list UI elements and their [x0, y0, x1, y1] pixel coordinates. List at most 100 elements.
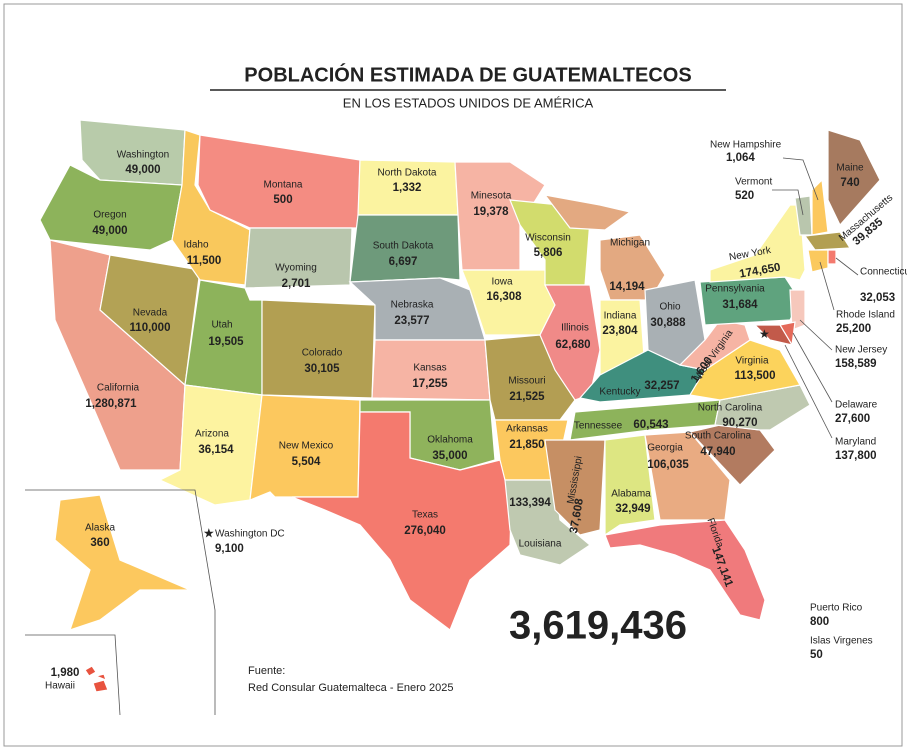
leader-line — [782, 157, 819, 201]
state-value: 1,280,871 — [85, 398, 137, 410]
state-name: Idaho — [183, 240, 208, 251]
state-shape — [811, 178, 829, 236]
state-name: Colorado — [302, 348, 343, 359]
state-name: Maine — [836, 163, 864, 174]
state-shape — [569, 399, 721, 441]
state-name: Minesota — [471, 191, 512, 202]
state-value: 47,940 — [700, 446, 735, 458]
state-value: 6,697 — [389, 256, 418, 268]
state-shape — [544, 439, 606, 536]
state-value: 21,525 — [509, 391, 545, 403]
leader-line — [792, 332, 833, 403]
state-value: 32,949 — [615, 503, 650, 515]
state-name: Washington — [117, 150, 169, 161]
state-name: Iowa — [491, 277, 513, 288]
state-value: 27,600 — [835, 413, 870, 425]
state-value: 62,680 — [555, 339, 590, 351]
total: 3,619,436 — [509, 604, 687, 648]
state-value: 32,053 — [860, 292, 895, 304]
state-shape — [709, 204, 806, 283]
state-value: 23,577 — [394, 315, 429, 327]
state-value: 49,000 — [125, 164, 160, 176]
state-shape — [827, 249, 837, 265]
state-name: Vermont — [735, 177, 772, 188]
states — [39, 119, 881, 693]
state-name: North Dakota — [378, 168, 437, 179]
leader-line — [819, 261, 835, 311]
source-label: Fuente: — [248, 665, 285, 677]
state-name: Hawaii — [45, 681, 75, 692]
state-name: California — [97, 383, 140, 394]
state-name: Alabama — [611, 489, 651, 500]
state-value: 110,000 — [130, 322, 171, 334]
state-value: 49,000 — [92, 225, 127, 237]
state-value: 23,804 — [602, 325, 638, 337]
state-value: 30,888 — [650, 317, 686, 329]
state-name: Missouri — [508, 376, 545, 387]
state-value: 19,378 — [473, 206, 509, 218]
state-shape — [454, 161, 546, 271]
state-value: 17,255 — [412, 378, 448, 390]
state-labels: Washington 49,000 Oregon 49,000 California 1,… — [45, 140, 907, 692]
state-value: 90,270 — [722, 417, 757, 429]
territory-name: Islas Virgenes — [810, 636, 873, 647]
dc-marker: ★ — [759, 327, 770, 341]
dc-value: 9,100 — [215, 543, 244, 555]
state-value: 1,980 — [51, 667, 80, 679]
state-value: 5,504 — [292, 456, 321, 468]
state-name: Nebraska — [391, 300, 434, 311]
state-value: 1,332 — [393, 182, 422, 194]
state-name: New Mexico — [279, 441, 334, 452]
state-value: 5,806 — [534, 247, 563, 259]
state-name: Connecticut — [860, 267, 907, 278]
state-shape — [84, 665, 97, 677]
state-shape — [94, 673, 107, 682]
state-value: 106,035 — [647, 459, 689, 471]
state-value: 2,701 — [282, 278, 311, 290]
territory-value: 50 — [810, 649, 823, 661]
state-value: 19,505 — [208, 336, 244, 348]
state-value: 31,684 — [722, 299, 758, 311]
state-shape — [92, 679, 109, 693]
state-name: Alaska — [85, 523, 115, 534]
state-value: 35,000 — [432, 450, 467, 462]
state-name: Rhode Island — [836, 310, 895, 321]
frame — [3, 3, 903, 747]
state-value: 137,800 — [835, 450, 877, 462]
territory-name: Puerto Rico — [810, 603, 863, 614]
state-shape — [753, 324, 794, 346]
state-name: Arizona — [195, 429, 229, 440]
state-name: Virginia — [735, 356, 769, 367]
state-shape — [803, 231, 852, 251]
state-shape — [604, 519, 766, 621]
state-value: 133,394 — [509, 497, 551, 509]
state-name: Michigan — [610, 238, 650, 249]
state-name: New Hampshire — [710, 140, 782, 151]
state-name: Texas — [412, 510, 438, 521]
state-name: Georgia — [647, 443, 683, 454]
state-shape — [39, 164, 183, 251]
state-value: 113,500 — [735, 370, 776, 382]
state-value: 1,064 — [726, 152, 755, 164]
state-name: Oklahoma — [427, 435, 473, 446]
leader-line — [772, 189, 804, 216]
state-value: 158,589 — [835, 358, 877, 370]
state-value: 740 — [840, 177, 859, 189]
dc-name: Washington DC — [215, 529, 285, 540]
source-text: Red Consular Guatemalteca - Enero 2025 — [248, 682, 453, 694]
state-value: 30,105 — [304, 363, 340, 375]
title: POBLACIÓN ESTIMADA DE GUATEMALTECOS — [244, 62, 691, 86]
leader-line — [835, 257, 859, 276]
state-name: Indiana — [604, 311, 637, 322]
state-name: Kentucky — [599, 387, 640, 398]
state-value: 60,543 — [633, 419, 668, 431]
state-name: Oregon — [93, 210, 126, 221]
state-shape — [349, 214, 461, 283]
state-value: 21,850 — [509, 439, 544, 451]
state-shape — [604, 434, 656, 537]
subtitle: EN LOS ESTADOS UNIDOS DE AMÉRICA — [343, 95, 594, 110]
state-shape — [678, 319, 751, 371]
state-shape — [543, 194, 632, 231]
state-name: South Dakota — [373, 241, 434, 252]
state-name: Arkansas — [506, 424, 548, 435]
